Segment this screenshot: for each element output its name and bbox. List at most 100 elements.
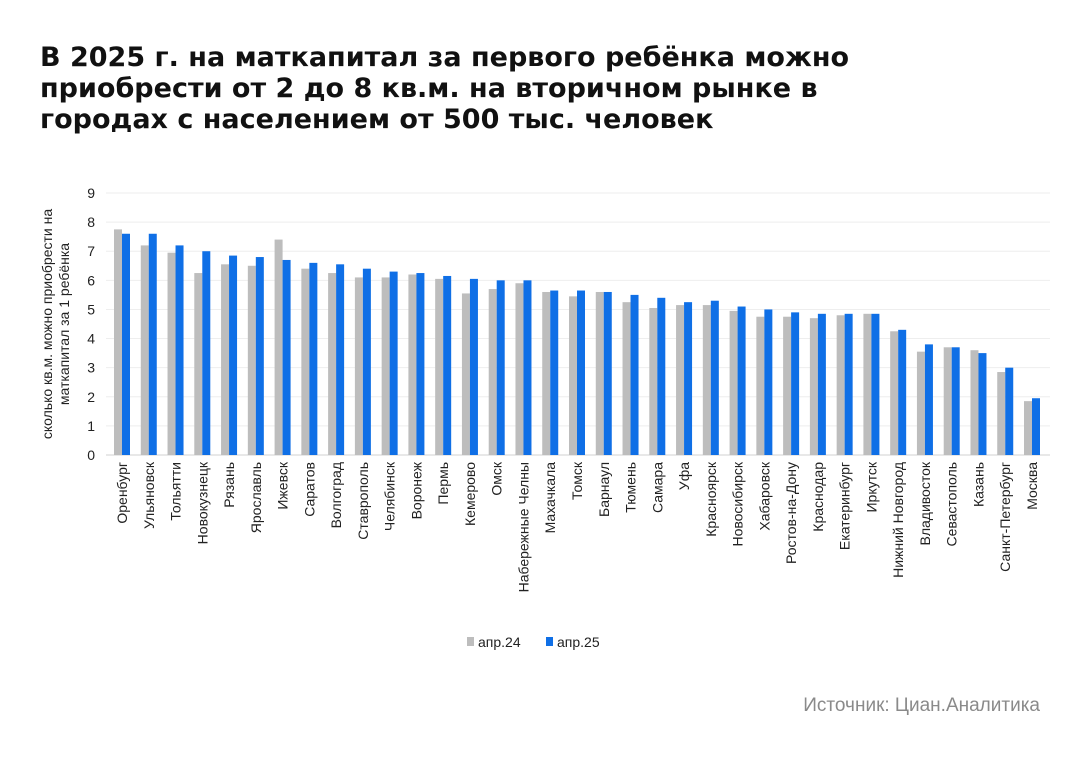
bar-apr25 — [603, 291, 612, 455]
bar-apr24 — [461, 293, 470, 455]
x-tick-label: Владивосток — [917, 461, 933, 545]
bar-apr25 — [737, 306, 746, 455]
bar-apr25 — [496, 280, 505, 455]
bar-apr24 — [274, 239, 283, 455]
bar-apr25 — [255, 257, 264, 455]
bar-apr25 — [1032, 398, 1040, 455]
bar-apr25 — [951, 347, 960, 455]
y-tick-label: 8 — [87, 214, 95, 230]
bar-apr25 — [764, 309, 773, 455]
bar-apr25 — [523, 280, 532, 455]
bar-apr24 — [569, 296, 577, 455]
bar-apr24 — [221, 264, 230, 455]
bar-apr24 — [729, 310, 738, 455]
x-tick-label: Омск — [489, 461, 505, 496]
y-tick-label: 7 — [87, 243, 95, 259]
bar-apr24 — [809, 318, 818, 455]
x-tick-label: Хабаровск — [756, 461, 772, 530]
bar-apr24 — [435, 278, 444, 455]
x-tick-label: Барнаул — [596, 462, 612, 517]
x-tick-label: Ижевск — [275, 461, 291, 509]
bar-apr25 — [148, 233, 157, 455]
bar-apr25 — [122, 233, 130, 455]
y-axis-label: сколько кв.м. можно приобрести на — [39, 209, 55, 439]
x-tick-label: Рязань — [221, 462, 237, 508]
legend-label: апр.25 — [557, 634, 600, 650]
bar-apr24 — [1024, 401, 1032, 455]
x-tick-label: Краснодар — [810, 462, 826, 532]
bar-apr24 — [194, 273, 203, 455]
bar-apr24 — [943, 347, 952, 455]
bar-apr24 — [595, 291, 604, 455]
x-tick-label: Екатеринбург — [837, 462, 853, 550]
bar-apr24 — [408, 274, 417, 455]
bar-apr24 — [301, 268, 310, 455]
x-tick-label: Новосибирск — [730, 461, 746, 546]
legend-swatch — [546, 637, 553, 646]
x-tick-label: Новокузнецк — [194, 461, 210, 544]
x-tick-label: Ставрополь — [355, 462, 371, 540]
x-tick-label: Ростов-на-Дону — [783, 462, 799, 564]
x-tick-label: Тюмень — [623, 462, 639, 513]
source-note: Источник: Циан.Аналитика — [803, 695, 1040, 716]
bar-apr24 — [702, 305, 711, 455]
bar-apr25 — [657, 297, 666, 455]
bar-apr24 — [890, 331, 899, 455]
x-tick-label: Красноярск — [703, 461, 719, 537]
bar-apr24 — [863, 313, 872, 455]
x-tick-label: Кемерово — [462, 462, 478, 526]
x-tick-label: Волгоград — [328, 462, 344, 528]
bar-apr24 — [381, 277, 390, 455]
y-tick-label: 5 — [87, 301, 95, 317]
y-tick-label: 6 — [87, 272, 95, 288]
bar-apr25 — [282, 259, 291, 455]
x-tick-label: Самара — [649, 462, 665, 513]
x-tick-label: Тольятти — [168, 462, 184, 521]
y-tick-label: 2 — [87, 389, 95, 405]
bar-apr25 — [630, 294, 639, 455]
bar-apr24 — [622, 302, 631, 455]
bar-apr25 — [871, 313, 880, 455]
x-tick-label: Саратов — [301, 462, 317, 517]
x-tick-label: Пермь — [435, 462, 451, 505]
bar-apr25 — [1005, 367, 1014, 455]
bar-apr24 — [970, 350, 979, 455]
y-tick-label: 1 — [87, 418, 95, 434]
bar-apr24 — [649, 307, 658, 455]
x-tick-label: Севастополь — [944, 462, 960, 547]
bar-apr24 — [247, 265, 256, 455]
x-tick-label: Оренбург — [114, 462, 130, 524]
bar-apr24 — [542, 291, 551, 455]
bar-apr24 — [354, 277, 363, 455]
bar-apr25 — [202, 251, 211, 455]
bar-apr24 — [140, 245, 149, 455]
x-tick-label: Казань — [970, 462, 986, 507]
x-tick-label: Санкт-Петербург — [997, 462, 1013, 572]
bar-apr24 — [997, 372, 1006, 455]
bar-apr25 — [577, 290, 585, 455]
x-tick-label: Набережные Челны — [515, 462, 531, 592]
x-tick-label: Челябинск — [382, 461, 398, 531]
x-tick-label: Уфа — [676, 462, 692, 490]
x-tick-label: Ярославль — [248, 462, 264, 533]
bar-apr25 — [469, 278, 478, 455]
y-tick-label: 0 — [87, 447, 95, 463]
bar-apr25 — [362, 268, 371, 455]
bar-apr24 — [836, 315, 845, 455]
bar-apr25 — [309, 262, 318, 455]
bar-apr24 — [783, 316, 792, 455]
bar-apr25 — [336, 264, 345, 455]
bar-apr24 — [328, 273, 337, 455]
bar-apr25 — [844, 313, 853, 455]
bar-apr25 — [817, 313, 826, 455]
x-tick-label: Ульяновск — [141, 461, 157, 529]
bar-apr24 — [488, 289, 497, 455]
x-tick-label: Москва — [1024, 462, 1040, 510]
x-tick-label: Воронеж — [408, 461, 424, 519]
x-tick-label: Иркутск — [863, 461, 879, 512]
legend-swatch — [467, 637, 474, 646]
y-tick-label: 9 — [87, 185, 95, 201]
bar-apr25 — [710, 300, 719, 455]
y-axis-label: маткапитал за 1 ребёнка — [56, 243, 72, 405]
